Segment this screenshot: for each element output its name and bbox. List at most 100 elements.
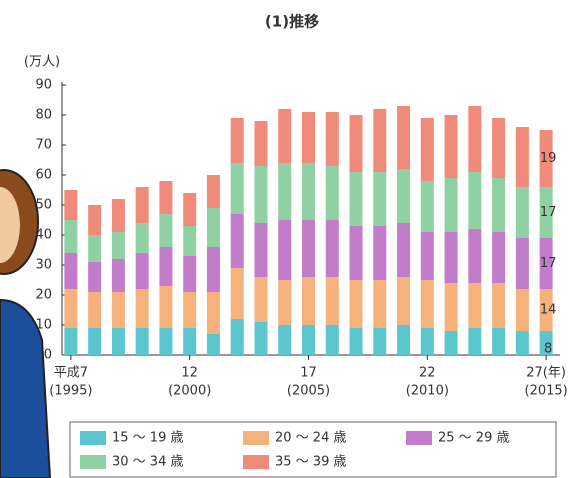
bar-segment [207, 292, 220, 334]
bar-segment [207, 334, 220, 355]
bar-segment [159, 286, 172, 328]
bar-segment [183, 226, 196, 256]
bar-segment [326, 112, 339, 166]
bar-segment [278, 109, 291, 163]
bar-segment [516, 238, 529, 289]
chart: (1)推移 (万人) 0102030405060708090平成7(1995)1… [0, 0, 585, 478]
bar-segment [373, 280, 386, 328]
bar-segment [468, 229, 481, 283]
chart-title: (1)推移 [265, 13, 319, 31]
x-tick-sublabel: (2005) [287, 384, 330, 399]
bar-segment [302, 325, 315, 355]
bar-segment [231, 319, 244, 355]
bar-segment [516, 331, 529, 355]
bar-segment [350, 115, 363, 172]
bar-segment [231, 118, 244, 163]
bar-segment [373, 109, 386, 172]
bar-segment [397, 325, 410, 355]
bar-segment [278, 163, 291, 220]
y-tick-label: 40 [35, 228, 52, 243]
bar-segment [207, 175, 220, 208]
x-tick-label: 平成7 [54, 366, 88, 381]
y-axis-label: (万人) [24, 55, 60, 70]
bar-segment [516, 127, 529, 187]
bar-segment [112, 232, 125, 259]
bar-segment [64, 328, 77, 355]
bar-segment [492, 328, 505, 355]
bar-segment [350, 328, 363, 355]
bar-segment [136, 223, 149, 253]
bar-segment [350, 280, 363, 328]
bar-segment [112, 199, 125, 232]
bar-segment [492, 232, 505, 283]
bar-segment [88, 328, 101, 355]
bar-segment [231, 214, 244, 268]
bar-segment [159, 181, 172, 214]
data-label: 17 [540, 205, 557, 220]
bar-segment [302, 112, 315, 163]
bar-segment [445, 115, 458, 178]
bar-segment [136, 187, 149, 223]
bar-segment [88, 205, 101, 235]
bar-segment [64, 253, 77, 289]
bar-segment [492, 178, 505, 232]
legend-label: 25 ～ 29 歳 [438, 431, 509, 446]
bar-segment [397, 106, 410, 169]
bar-segment [350, 226, 363, 280]
bar-segment [421, 181, 434, 232]
x-tick-sublabel: (1995) [49, 384, 92, 399]
bar-segment [421, 118, 434, 181]
bar-segment [112, 328, 125, 355]
bar-segment [278, 280, 291, 325]
x-tick-label: 27(年) [526, 366, 566, 381]
y-tick-label: 20 [35, 288, 52, 303]
bar-segment [278, 220, 291, 280]
bar-segment [207, 247, 220, 292]
bar-segment [373, 328, 386, 355]
bar-segment [468, 106, 481, 172]
x-tick-label: 22 [419, 366, 436, 381]
legend-swatch [80, 431, 106, 445]
bar-segment [445, 331, 458, 355]
bar-segment [397, 277, 410, 325]
bar-segment [421, 280, 434, 328]
bar-segment [492, 118, 505, 178]
bar-segment [445, 283, 458, 331]
y-tick-label: 0 [44, 348, 52, 363]
bar-segment [516, 187, 529, 238]
bar-segment [112, 259, 125, 292]
legend-label: 20 ～ 24 歳 [275, 431, 346, 446]
x-tick-label: 12 [181, 366, 198, 381]
bar-segment [492, 283, 505, 328]
bar-segment [136, 289, 149, 328]
bar-segment [112, 292, 125, 328]
bar-segment [254, 277, 267, 322]
y-tick-label: 90 [35, 78, 52, 93]
data-label: 8 [544, 342, 552, 357]
bar-segment [326, 166, 339, 220]
bar-segment [183, 193, 196, 226]
bar-segment [254, 166, 267, 223]
bar-segment [421, 328, 434, 355]
bar-segment [468, 328, 481, 355]
legend-swatch [406, 431, 432, 445]
bar-segment [88, 292, 101, 328]
bar-segment [64, 190, 77, 220]
bar-segment [516, 289, 529, 331]
y-tick-label: 80 [35, 108, 52, 123]
bar-segment [64, 220, 77, 253]
bar-segment [231, 163, 244, 214]
bar-segment [397, 169, 410, 223]
legend-label: 35 ～ 39 歳 [275, 455, 346, 470]
data-label: 19 [540, 151, 557, 166]
legend-label: 15 ～ 19 歳 [112, 431, 183, 446]
bar-segment [302, 163, 315, 220]
bar-segment [326, 220, 339, 277]
bar-segment [350, 172, 363, 226]
y-tick-label: 50 [35, 198, 52, 213]
bar-segment [468, 283, 481, 328]
y-tick-label: 60 [35, 168, 52, 183]
bar-segment [183, 292, 196, 328]
bar-segment [326, 277, 339, 325]
x-tick-sublabel: (2015) [525, 384, 568, 399]
